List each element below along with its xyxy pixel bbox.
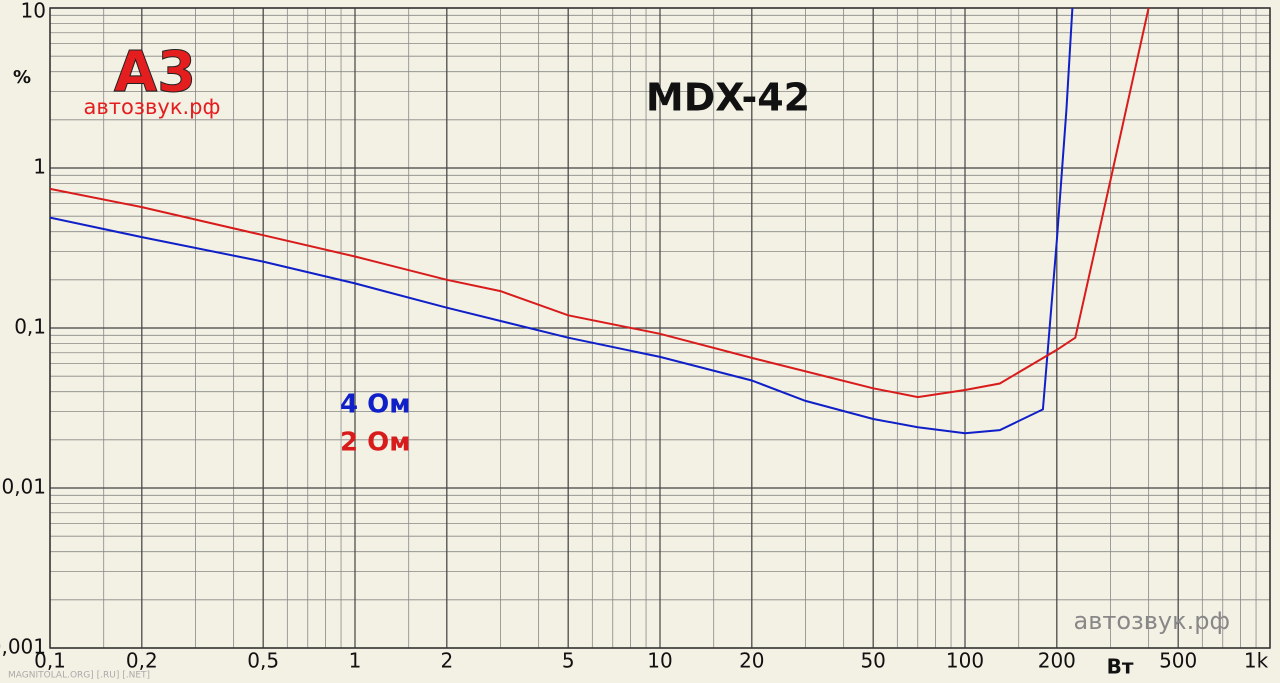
x-tick-label: 20 (739, 649, 764, 673)
x-tick-label: 0,2 (126, 649, 158, 673)
x-tick-label: 0,1 (34, 649, 66, 673)
series-line (50, 8, 1074, 435)
y-tick-label: 0,001 (0, 635, 46, 659)
x-tick-label: 200 (1038, 649, 1076, 673)
x-tick-label: 1 (349, 649, 362, 673)
x-tick-label: 100 (946, 649, 984, 673)
x-tick-label: 50 (860, 649, 885, 673)
logo-mark: А3 (114, 40, 196, 105)
x-axis-label: Вт (1107, 655, 1134, 679)
y-tick-label: 0,1 (14, 315, 46, 339)
plot-frame (49, 7, 1271, 649)
footer: MAGNITOLAL.ORG] [.RU] [.NET] (8, 671, 150, 681)
y-tick-label: 0,01 (1, 475, 46, 499)
x-tick-label: 1k (1244, 649, 1269, 673)
x-tick-label: 5 (562, 649, 575, 673)
x-tick-label: 10 (647, 649, 672, 673)
y-tick-label: 10 (21, 0, 46, 23)
x-tick-label: 0,5 (247, 649, 279, 673)
y-tick-label: 1 (33, 155, 46, 179)
chart-title: MDX-42 (646, 76, 810, 120)
y-axis-label: % (13, 67, 31, 88)
x-tick-label: 500 (1159, 649, 1197, 673)
legend-entry: 4 Ом (340, 390, 411, 420)
x-tick-label: 2 (440, 649, 453, 673)
series-line (50, 8, 1150, 399)
logo-site: автозвук.рф (84, 95, 221, 119)
watermark: автозвук.рф (1073, 607, 1230, 635)
legend-entry: 2 Ом (340, 428, 411, 458)
